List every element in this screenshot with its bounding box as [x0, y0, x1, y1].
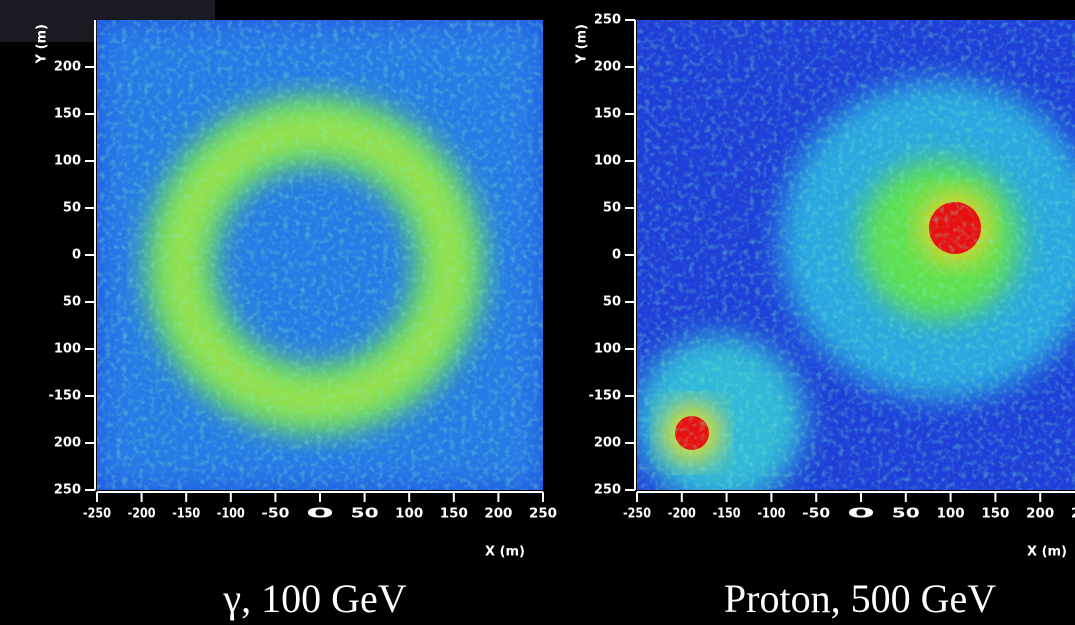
- y-axis-label: Y (m): [35, 24, 50, 64]
- x-tick-label: -250: [83, 507, 111, 522]
- x-tick-label: 200: [484, 507, 512, 522]
- y-tick-label: -150: [588, 389, 621, 404]
- x-tick-label: -100: [757, 507, 785, 522]
- y-tick-label: 200: [594, 60, 621, 75]
- x-tick-label: -200: [128, 507, 156, 522]
- y-tick-label: 250: [594, 13, 621, 28]
- y-tick-label: 50: [63, 201, 81, 216]
- x-tick-label: 250: [529, 507, 557, 522]
- x-tick-label: 150: [440, 507, 468, 522]
- y-axis-label: Y (m): [575, 24, 590, 64]
- y-tick-label: 0: [612, 248, 621, 263]
- heatmap-image: [97, 20, 543, 490]
- x-tick-label: 150: [981, 507, 1009, 522]
- y-tick-label: 100: [54, 342, 81, 357]
- x-axis-label: X (m): [485, 545, 525, 560]
- y-tick-label: 100: [594, 342, 621, 357]
- x-tick-label: -50: [802, 507, 830, 522]
- y-tick-label: -150: [48, 389, 81, 404]
- y-tick-label: 0: [72, 248, 81, 263]
- y-tick-label: 200: [594, 436, 621, 451]
- subtitle: Proton, 500 GeV: [724, 576, 996, 621]
- x-tick-label: -150: [172, 507, 200, 522]
- x-tick-label: 250: [1071, 507, 1075, 522]
- x-tick-label: -50: [261, 507, 289, 522]
- subtitle: γ, 100 GeV: [222, 576, 406, 621]
- x-tick-label: -200: [668, 507, 696, 522]
- y-tick-label: 250: [594, 483, 621, 498]
- y-tick-label: 150: [594, 107, 621, 122]
- y-tick-label: 100: [54, 154, 81, 169]
- y-tick-label: 200: [54, 436, 81, 451]
- y-tick-label: 50: [63, 295, 81, 310]
- x-tick-label: 200: [1026, 507, 1054, 522]
- heatmap-image: [637, 20, 1075, 490]
- y-tick-label: 150: [54, 107, 81, 122]
- x-tick-label: -250: [623, 507, 651, 522]
- x-tick-label: 50: [351, 507, 379, 522]
- x-tick-label: 100: [937, 507, 965, 522]
- y-tick-label: 100: [594, 154, 621, 169]
- x-axis-label: X (m): [1027, 545, 1067, 560]
- x-tick-label: -150: [713, 507, 741, 522]
- y-tick-label: 200: [54, 60, 81, 75]
- x-tick-label: 50: [892, 507, 920, 522]
- x-tick-label: 0: [847, 507, 875, 522]
- x-tick-label: 100: [395, 507, 423, 522]
- y-tick-label: 50: [603, 201, 621, 216]
- x-tick-label: 0: [306, 507, 334, 522]
- y-tick-label: 50: [603, 295, 621, 310]
- y-tick-label: 250: [54, 483, 81, 498]
- x-tick-label: -100: [217, 507, 245, 522]
